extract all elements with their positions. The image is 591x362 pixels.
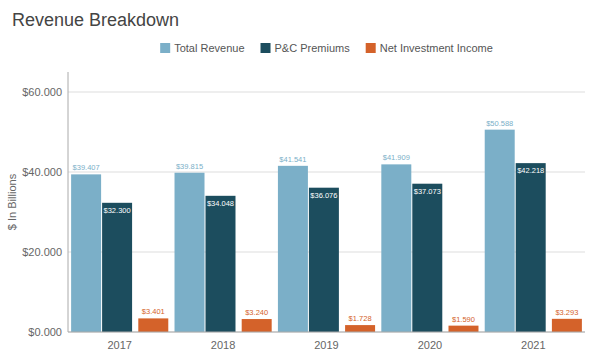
data-label: $1.590 xyxy=(452,315,475,324)
data-label: $50.588 xyxy=(486,119,513,128)
bar xyxy=(278,166,308,332)
bar xyxy=(485,130,515,332)
data-label: $36.076 xyxy=(310,191,337,200)
chart: Revenue Breakdown $0.000 $20.000 $40.000 $60… xyxy=(0,0,591,362)
y-tick-label: $40.000 xyxy=(22,166,62,178)
y-axis-line xyxy=(68,72,69,332)
legend-swatch xyxy=(261,43,271,53)
legend: Total Revenue P&C Premiums Net Investment … xyxy=(160,42,493,54)
legend-swatch xyxy=(160,43,170,53)
x-tick-label: 2021 xyxy=(521,339,545,351)
data-label: $41.909 xyxy=(383,153,410,162)
bar xyxy=(309,188,339,332)
y-tick-label: $60.000 xyxy=(22,86,62,98)
bar xyxy=(71,174,101,332)
bar xyxy=(138,318,168,332)
bar xyxy=(412,184,442,332)
data-label: $3.401 xyxy=(142,307,165,316)
x-tick-label: 2020 xyxy=(418,339,442,351)
x-tick-label: 2018 xyxy=(211,339,235,351)
bars xyxy=(71,130,582,332)
bar xyxy=(175,173,205,332)
data-label: $32.300 xyxy=(104,206,131,215)
legend-swatch xyxy=(366,43,376,53)
data-label: $42.218 xyxy=(517,166,544,175)
legend-label: Net Investment Income xyxy=(380,42,493,54)
bar xyxy=(242,319,272,332)
bar xyxy=(448,326,478,332)
legend-item: Total Revenue xyxy=(160,42,244,54)
data-label: $3.293 xyxy=(555,308,578,317)
bar xyxy=(102,203,132,332)
title: Revenue Breakdown xyxy=(12,10,179,30)
data-label: $1.728 xyxy=(349,314,372,323)
y-tick-label: $20.000 xyxy=(22,246,62,258)
grid-line xyxy=(68,332,585,333)
x-tick-label: 2019 xyxy=(314,339,338,351)
bar xyxy=(552,319,582,332)
data-labels: $39.407 $32.300 $3.401 $39.815 $34.048 $3.240… xyxy=(73,119,579,324)
y-axis-label: $ In Billions xyxy=(6,173,18,230)
grid-line xyxy=(68,92,585,93)
data-label: $39.815 xyxy=(176,162,203,171)
data-label: $39.407 xyxy=(73,163,100,172)
data-label: $3.240 xyxy=(245,308,268,317)
legend-label: Total Revenue xyxy=(174,42,244,54)
y-tick-label: $0.000 xyxy=(28,326,62,338)
legend-label: P&C Premiums xyxy=(275,42,351,54)
data-label: $34.048 xyxy=(207,199,234,208)
legend-item: Net Investment Income xyxy=(366,42,493,54)
bar xyxy=(206,196,236,332)
bar xyxy=(516,163,546,332)
bar xyxy=(381,164,411,332)
bar xyxy=(345,325,375,332)
data-label: $41.541 xyxy=(279,155,306,164)
x-axis-line xyxy=(68,332,585,333)
legend-item: P&C Premiums xyxy=(261,42,351,54)
x-tick-label: 2017 xyxy=(107,339,131,351)
data-label: $37.073 xyxy=(414,187,441,196)
